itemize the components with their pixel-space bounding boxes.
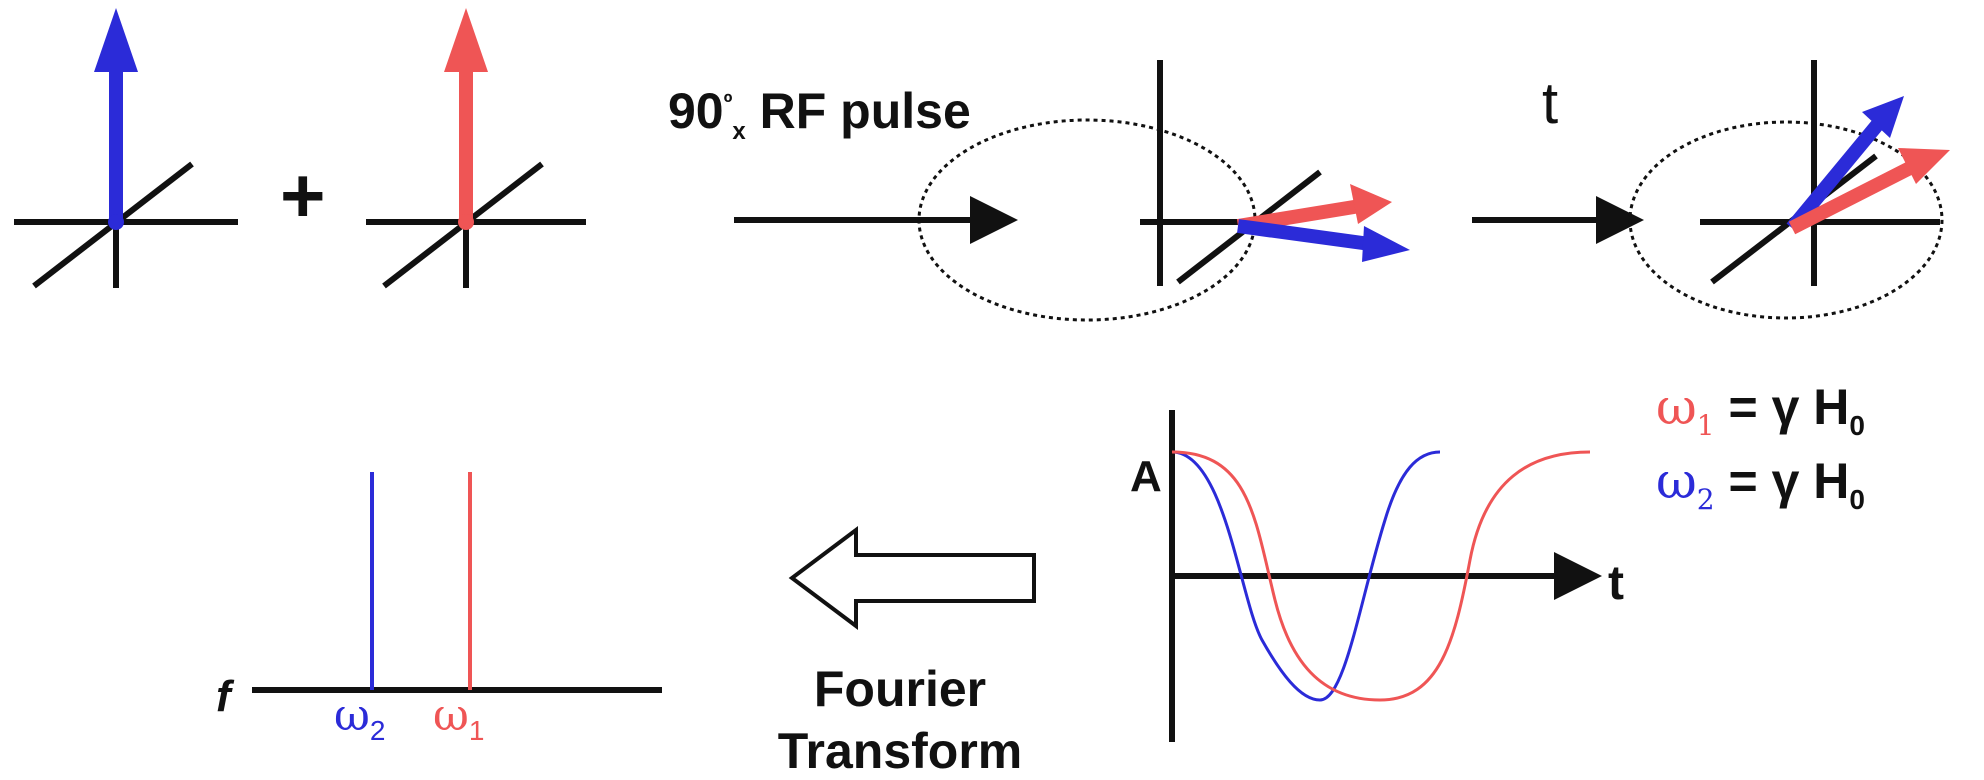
blue-dephased-vector — [1786, 119, 1884, 233]
transform-label: Transform — [777, 723, 1023, 779]
omega1-axis-label: ω1 — [433, 690, 485, 746]
vectors-ellipse-1 — [1236, 184, 1410, 262]
red-dephased-vector — [1788, 161, 1914, 235]
axes-blue-spin — [14, 8, 238, 289]
rf-pulse-label: 90ºx RF pulse — [668, 83, 971, 145]
omega2-axis-label: ω2 — [334, 690, 386, 746]
blue-transverse-vector — [1237, 219, 1371, 251]
red-arrowhead — [444, 8, 488, 72]
spectrum-plot — [252, 472, 662, 693]
fourier-transform-arrow — [788, 526, 1036, 630]
fid-plot — [1169, 410, 1602, 742]
time-label: t — [1542, 71, 1559, 136]
blue-fid-curve — [1171, 450, 1441, 702]
red-fid-curve — [1171, 450, 1591, 702]
axes-red-spin — [366, 8, 586, 289]
blue-arrowhead — [94, 8, 138, 72]
transverse-plane-2 — [1628, 60, 1950, 320]
equation-omega2: ω2 = γ H0 — [1656, 452, 1865, 516]
equation-omega1: ω1 = γ H0 — [1656, 378, 1865, 442]
plus-sign: + — [280, 151, 326, 239]
frequency-axis-label: f — [216, 672, 231, 721]
fourier-label: Fourier — [813, 661, 987, 717]
fid-time-axis-label: t — [1608, 557, 1624, 610]
amplitude-label: A — [1130, 452, 1162, 501]
